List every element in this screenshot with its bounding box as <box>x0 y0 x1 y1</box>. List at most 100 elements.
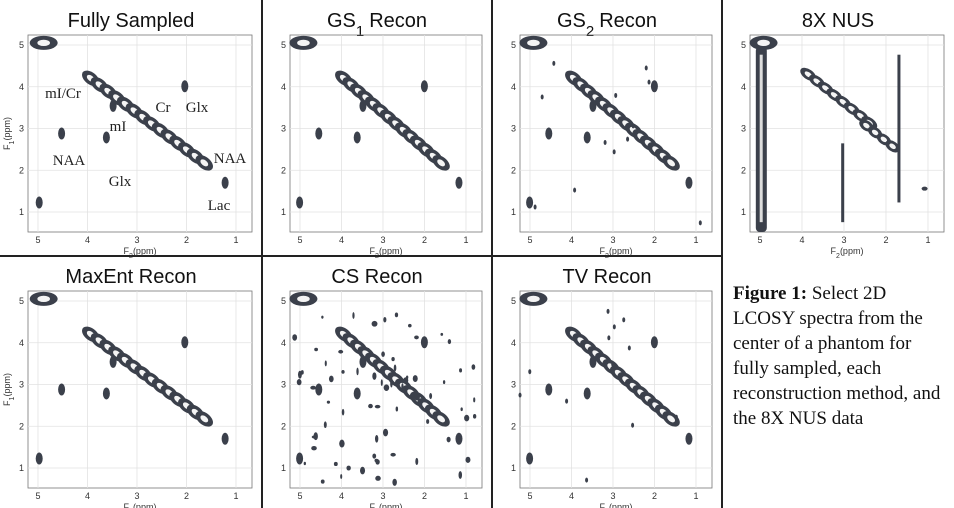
contour <box>614 92 618 98</box>
contour <box>374 434 379 443</box>
contour <box>346 465 351 471</box>
y-tick-label: 2 <box>19 165 24 175</box>
contour <box>390 380 393 388</box>
contour <box>612 149 616 155</box>
contour <box>631 123 635 129</box>
axis-label-main: F <box>124 246 130 256</box>
contour <box>429 392 433 400</box>
contour <box>526 452 534 465</box>
contour <box>465 456 471 463</box>
axis-label-main: F <box>370 246 376 256</box>
x-axis-label: F2(ppm) <box>124 246 157 260</box>
contour-core <box>667 415 676 423</box>
contour <box>552 60 556 66</box>
contour <box>473 397 476 403</box>
contour <box>374 404 381 409</box>
axis-label-unit: (ppm) <box>133 502 157 508</box>
contour-core <box>437 415 446 423</box>
contour-core <box>871 129 879 136</box>
contour <box>627 345 631 351</box>
plot-frame <box>749 34 945 233</box>
contour-core <box>37 295 50 303</box>
contour <box>392 478 397 486</box>
panel-title: TV Recon <box>563 266 652 288</box>
x-tick-label: 1 <box>693 491 698 501</box>
contour <box>446 436 451 443</box>
axis-label-main: F <box>600 502 606 508</box>
panel-title: MaxEnt Recon <box>65 266 196 288</box>
y-tick-label: 4 <box>19 82 24 92</box>
contour <box>585 477 589 483</box>
contour <box>622 317 626 323</box>
x-tick-label: 4 <box>799 235 804 245</box>
contour <box>674 414 678 420</box>
x-tick-label: 5 <box>35 491 40 501</box>
contour <box>390 452 396 457</box>
panel-title: GS1 Recon <box>327 10 427 40</box>
contour <box>382 428 389 437</box>
x-tick-label: 5 <box>297 235 302 245</box>
contour <box>102 131 110 144</box>
y-tick-label: 3 <box>19 124 24 134</box>
contour <box>606 308 610 314</box>
x-axis-label: F2(ppm) <box>124 502 157 508</box>
contour <box>458 471 463 479</box>
x-tick-label: 2 <box>883 235 888 245</box>
contour <box>650 80 658 93</box>
peak-label: Glx <box>186 100 209 116</box>
contour <box>352 312 355 319</box>
caption-text: Select 2D LCOSY spectra from the center … <box>733 283 941 429</box>
y-tick-label: 4 <box>281 338 286 348</box>
contour <box>353 131 361 144</box>
axis-label-sub: 1 <box>9 396 16 400</box>
contour <box>338 349 344 354</box>
x-tick-label: 2 <box>184 235 189 245</box>
panel-title: 8X NUS <box>802 10 874 32</box>
peak-label: mI <box>110 119 127 135</box>
title-subscript: 1 <box>356 23 364 40</box>
contour <box>326 400 331 404</box>
caption-label: Figure 1: <box>733 283 808 304</box>
contour <box>420 336 428 349</box>
contour-core <box>200 415 209 423</box>
plot-frame <box>27 34 253 233</box>
contour <box>455 432 463 445</box>
contour <box>573 187 577 193</box>
x-tick-label: 4 <box>85 235 90 245</box>
contour <box>292 334 298 341</box>
contour-core <box>200 159 209 167</box>
y-tick-label: 4 <box>741 82 746 92</box>
peak-label: NAA <box>53 153 86 169</box>
x-tick-label: 3 <box>380 235 385 245</box>
y-tick-label: 5 <box>19 40 24 50</box>
axis-label-sub: 2 <box>375 253 379 260</box>
x-tick-label: 3 <box>841 235 846 245</box>
contour <box>58 127 66 140</box>
y-tick-label: 1 <box>19 207 24 217</box>
x-tick-label: 3 <box>134 491 139 501</box>
x-tick-label: 4 <box>85 491 90 501</box>
contour <box>359 355 367 368</box>
contour <box>339 439 345 448</box>
contour <box>58 383 66 396</box>
y-tick-label: 1 <box>281 463 286 473</box>
contour <box>109 355 117 368</box>
x-tick-label: 5 <box>527 491 532 501</box>
title-text: CS Recon <box>331 266 422 288</box>
x-tick-label: 4 <box>339 491 344 501</box>
y-tick-label: 4 <box>281 82 286 92</box>
contour-core <box>880 136 888 143</box>
x-tick-label: 1 <box>463 491 468 501</box>
x-tick-label: 4 <box>569 235 574 245</box>
axis-label-unit: (ppm) <box>2 373 12 397</box>
contour <box>455 176 463 189</box>
peak-label: Cr <box>156 100 171 116</box>
contour <box>459 368 463 373</box>
contour <box>296 196 304 209</box>
x-axis-label: F2(ppm) <box>370 502 403 508</box>
y-tick-label: 4 <box>511 338 516 348</box>
contour <box>518 392 522 398</box>
